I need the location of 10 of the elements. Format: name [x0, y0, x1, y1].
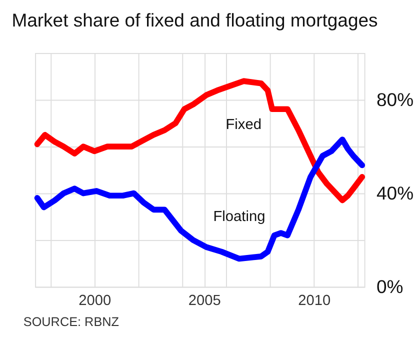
chart-title: Market share of fixed and floating mortgages	[12, 10, 378, 31]
series-label: Fixed	[226, 116, 262, 133]
source-note: SOURCE: RBNZ	[23, 314, 120, 329]
x-tick-label: 2000	[78, 292, 112, 309]
y-tick-label: 0%	[376, 276, 404, 298]
y-tick-label: 80%	[376, 89, 414, 110]
x-tick-label: 2010	[298, 292, 331, 309]
y-tick-label: 40%	[376, 182, 414, 204]
series-label: Floating	[213, 208, 266, 225]
x-tick-label: 2005	[188, 292, 221, 309]
